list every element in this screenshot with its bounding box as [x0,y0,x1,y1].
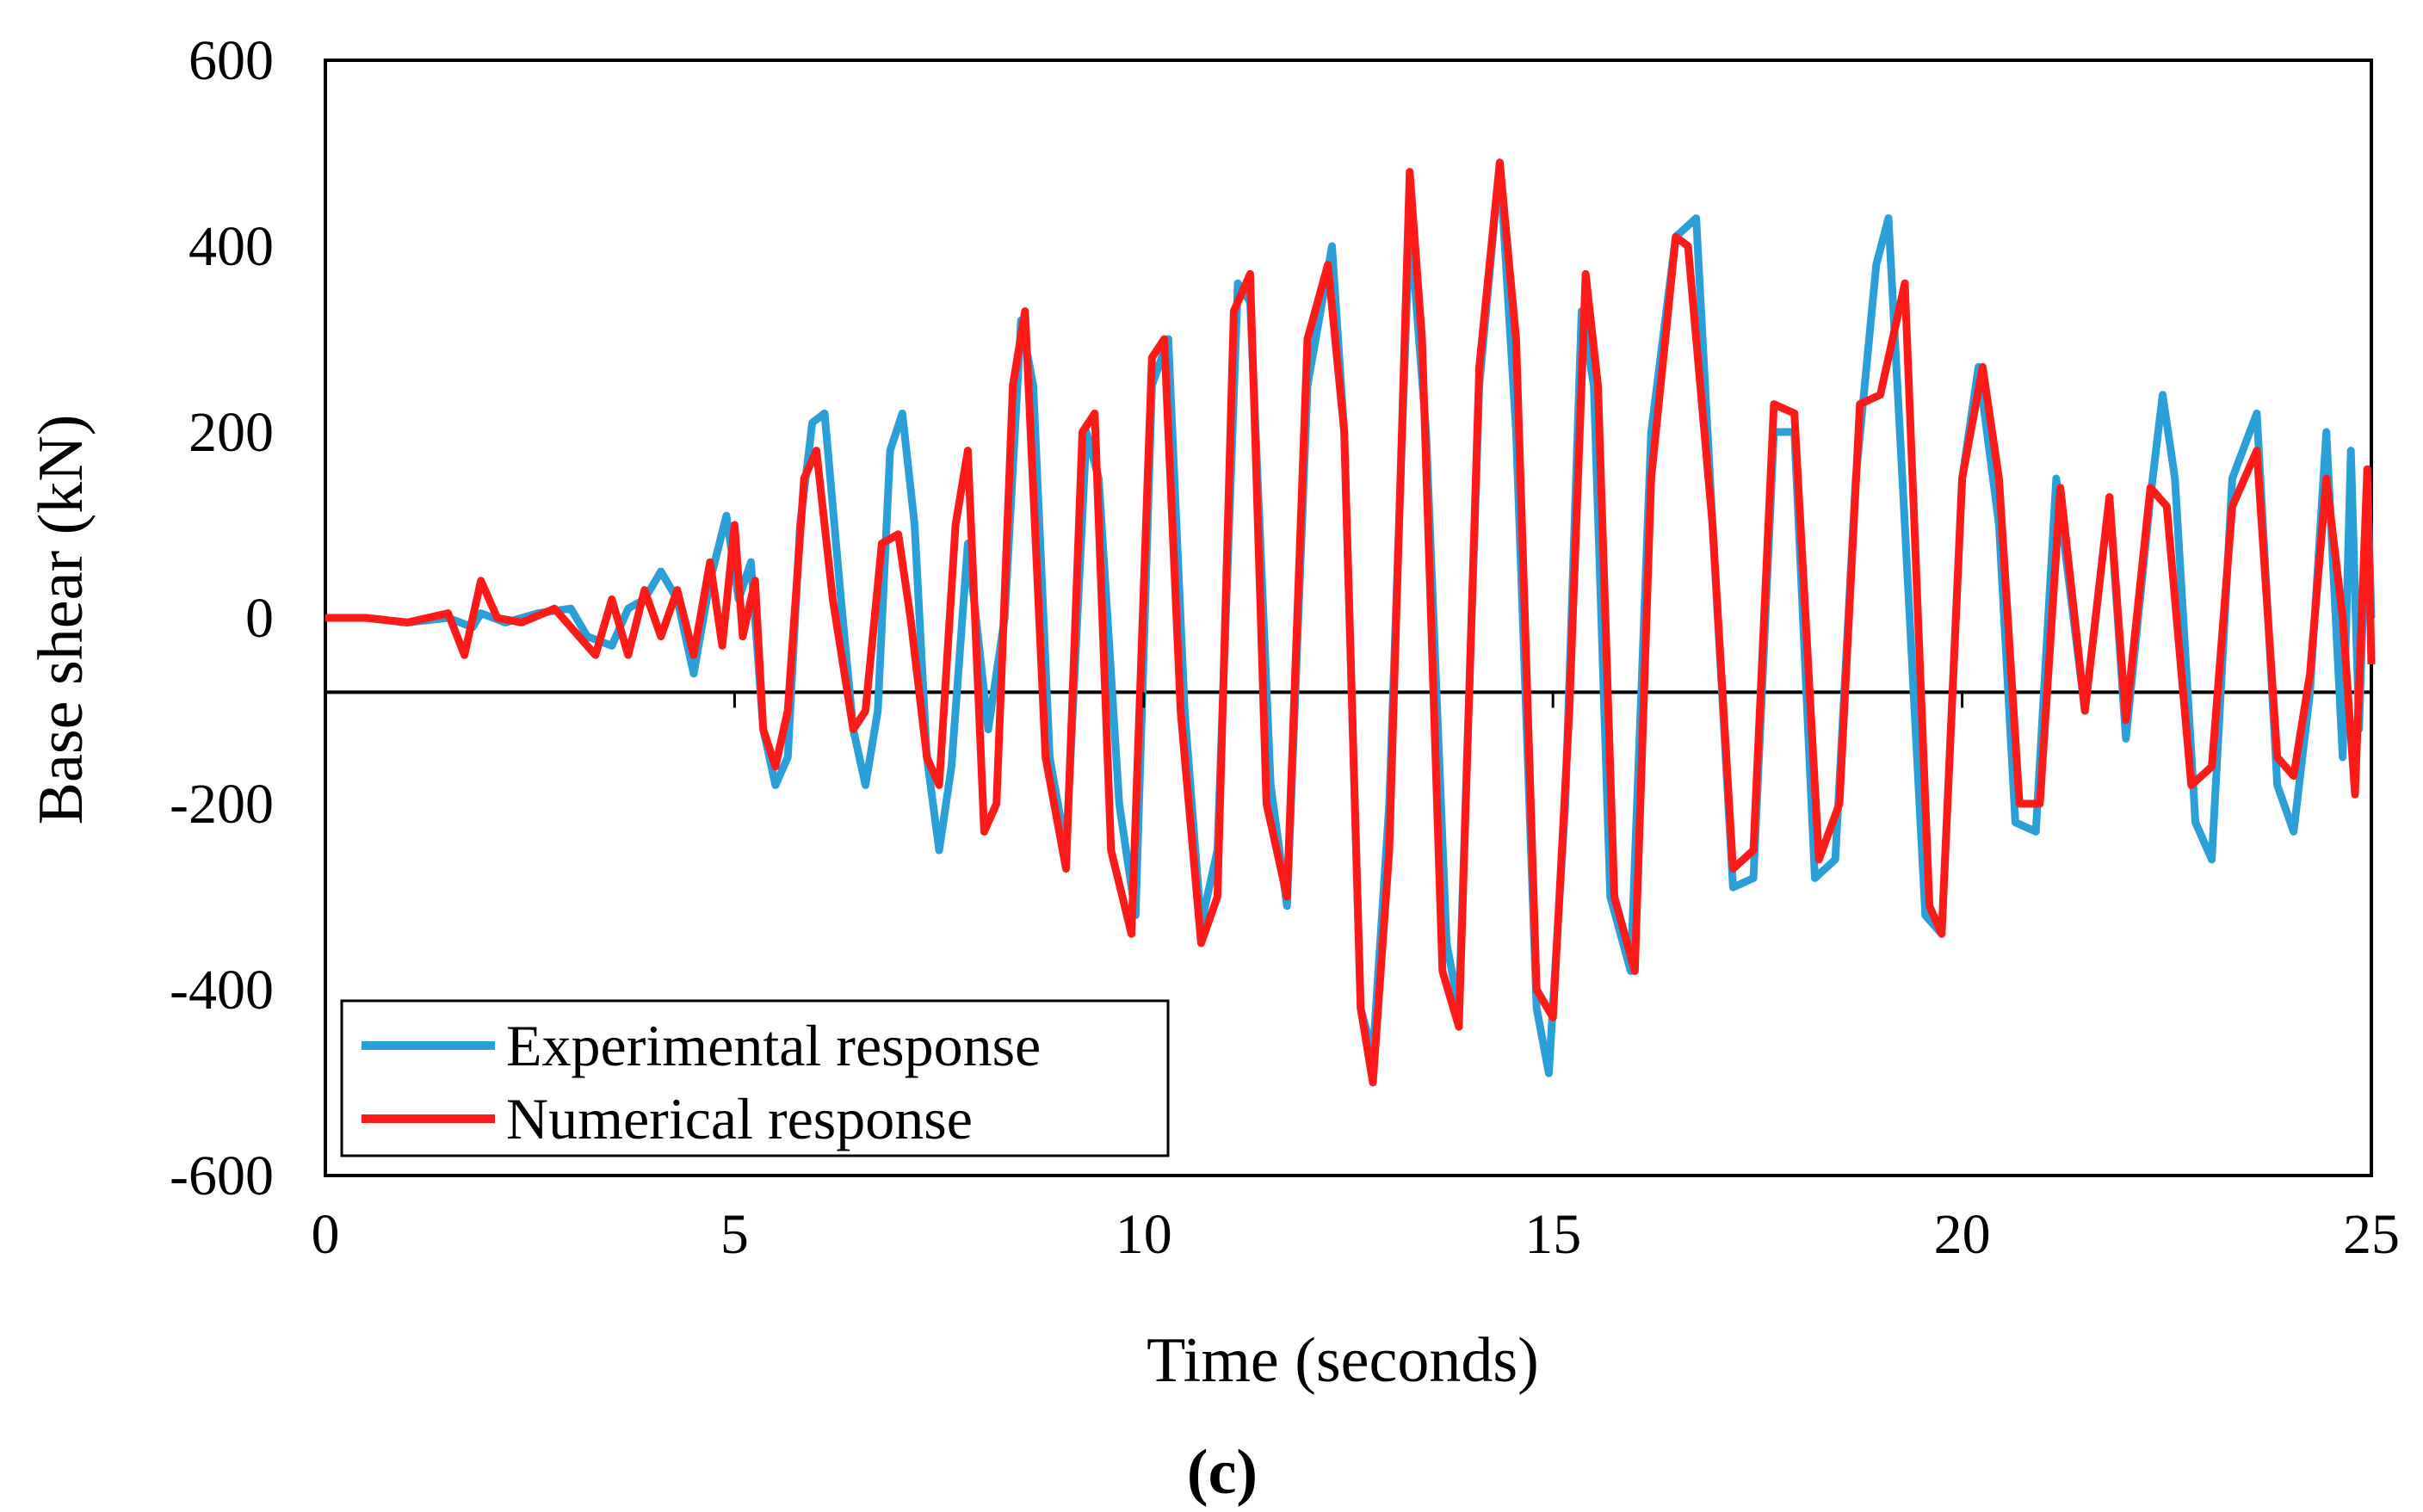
x-tick-label: 5 [720,1203,749,1266]
legend: Experimental response Numerical response [340,999,1170,1157]
series-line-numerical [325,158,2376,1087]
x-axis-title: Time (seconds) [1147,1325,1539,1396]
x-tick-label: 25 [2343,1203,2400,1266]
y-tick-label: -600 [170,1145,274,1207]
y-tick-label: 200 [189,401,274,464]
y-tick-label: -400 [170,959,274,1021]
panel-label: (c) [1187,1437,1258,1508]
y-axis-title: Base shear (kN) [26,415,96,825]
y-axis-ticks: 600 400 200 0 -200 -400 -600 [170,29,274,1207]
x-tick-label: 10 [1116,1203,1172,1266]
y-tick-label: 0 [245,587,274,650]
series-layer [325,158,2376,1087]
legend-label-experimental: Experimental response [506,1013,1041,1078]
x-axis-ticks: 0 5 10 15 20 25 [312,692,2400,1266]
x-tick-label: 20 [1934,1203,1991,1266]
x-tick-label: 0 [312,1203,340,1266]
legend-label-numerical: Numerical response [506,1086,973,1151]
x-tick-label: 15 [1524,1203,1581,1266]
legend-box [340,999,1170,1157]
y-tick-label: 400 [189,215,274,278]
y-tick-label: 600 [189,29,274,92]
y-tick-label: -200 [170,773,274,836]
